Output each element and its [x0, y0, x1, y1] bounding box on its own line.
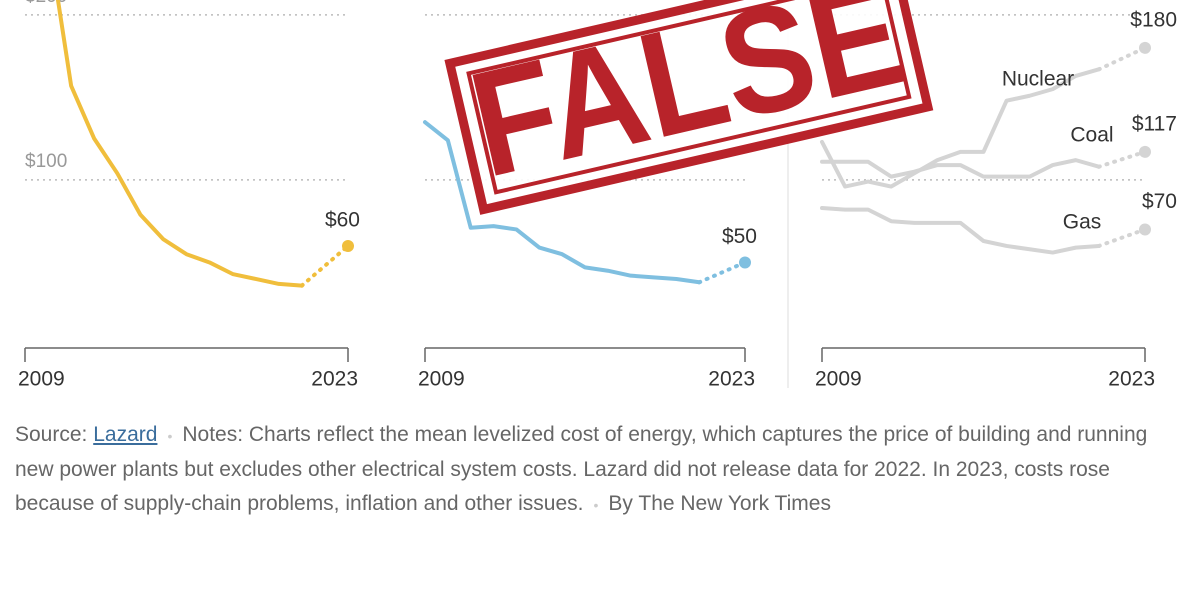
x-tick-label: 2009: [18, 368, 65, 391]
x-tick-label: 2023: [708, 368, 755, 391]
value-label: $50: [722, 225, 757, 248]
source-label: Source:: [15, 423, 88, 446]
stamp-border: [444, 0, 934, 215]
line: [820, 158, 1101, 179]
y-tick-label: $100: [25, 151, 67, 172]
y-tick-label: $200: [25, 0, 67, 7]
x-tick-label: 2023: [311, 368, 358, 391]
line: [55, 0, 304, 288]
separator: •: [593, 497, 599, 513]
notes: Notes: Charts reflect the mean levelized…: [15, 423, 1148, 515]
value-label: $70: [1142, 190, 1177, 213]
series-label: Gas: [1063, 211, 1102, 234]
byline: By The New York Times: [608, 492, 831, 515]
gap-connector: [1096, 149, 1147, 169]
chart: $100 $200 2009 2023 $60 2009 2023 $50 2009 2023 $1…: [18, 0, 1177, 391]
x-tick-label: 2023: [1108, 368, 1155, 391]
series-label: Nuclear: [1002, 68, 1074, 91]
source-notes: Source: Lazard • Notes: Charts reflect the…: [15, 418, 1185, 522]
value-label: $180: [1130, 8, 1177, 31]
line: [423, 120, 702, 285]
value-label: $117: [1132, 112, 1177, 135]
gap-connector: [1096, 45, 1147, 72]
source-link[interactable]: Lazard: [93, 423, 158, 446]
x-tick-label: 2009: [815, 368, 862, 391]
line: [820, 67, 1101, 189]
value-label: $60: [325, 209, 360, 232]
stamp-text: FALSE: [457, 0, 918, 209]
stamp: FALSE: [444, 0, 934, 215]
stamp-inner-border: [466, 0, 912, 195]
x-tick-label: 2009: [418, 368, 465, 391]
series-label: Coal: [1070, 123, 1113, 146]
gap-connector: [1096, 227, 1147, 248]
line: [820, 205, 1101, 255]
gap-connector: [299, 243, 350, 288]
gap-connector: [697, 260, 747, 285]
separator: •: [167, 428, 173, 444]
